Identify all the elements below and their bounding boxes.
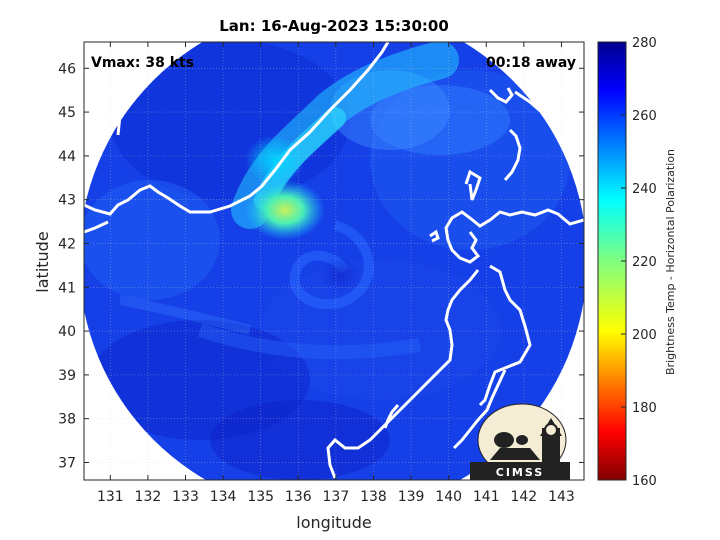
colorbar-tick-label: 260 [632, 109, 657, 124]
x-tick-label: 141 [473, 489, 500, 505]
x-tick-label: 142 [510, 489, 537, 505]
colorbar-tick-label: 200 [632, 328, 657, 343]
colorbar-tick-label: 280 [632, 36, 657, 51]
x-axis-ticks: 131 132 133 134 135 136 137 138 139 140 141 142 143 [97, 42, 575, 505]
y-tick-label: 46 [58, 61, 76, 77]
x-tick-label: 131 [97, 489, 124, 505]
x-tick-label: 133 [172, 489, 199, 505]
y-tick-label: 43 [58, 193, 76, 209]
colorbar-tick-label: 180 [632, 401, 657, 416]
brightness-temp-swath [84, 42, 584, 480]
y-tick-label: 38 [58, 412, 76, 428]
grid [84, 42, 584, 480]
y-tick-label: 45 [58, 105, 76, 121]
cimss-logo: CIMSS [470, 403, 570, 480]
y-tick-label: 39 [58, 368, 76, 384]
coastlines [84, 42, 584, 479]
x-axis-label: longitude [296, 513, 371, 532]
x-tick-label: 137 [323, 489, 350, 505]
x-tick-label: 132 [135, 489, 162, 505]
vmax-annotation: Vmax: 38 kts [91, 55, 194, 71]
y-tick-label: 41 [58, 280, 76, 296]
x-tick-label: 134 [210, 489, 237, 505]
x-tick-label: 135 [247, 489, 274, 505]
y-tick-label: 44 [58, 149, 76, 165]
x-tick-label: 138 [360, 489, 387, 505]
y-tick-label: 42 [58, 236, 76, 252]
colorbar-tick-label: 240 [632, 182, 657, 197]
x-tick-label: 143 [548, 489, 575, 505]
y-axis-ticks: 37 38 39 40 41 42 43 44 45 46 [58, 61, 584, 471]
x-tick-label: 136 [285, 489, 312, 505]
x-tick-label: 139 [398, 489, 425, 505]
logo-text: CIMSS [496, 466, 544, 479]
colorbar-tick-label: 160 [632, 474, 657, 489]
colorbar-tick-label: 220 [632, 255, 657, 270]
y-tick-label: 40 [58, 324, 76, 340]
colorbar-ticks: 160 180 200 220 240 260 280 [621, 36, 657, 489]
colorbar-label: Brightness Temp - Horizontal Polarizatio… [664, 149, 677, 375]
time-offset-annotation: 00:18 away [486, 55, 576, 71]
y-tick-label: 37 [58, 455, 76, 471]
axes-frame [83, 41, 585, 481]
y-axis-label: latitude [33, 231, 52, 292]
x-tick-label: 140 [435, 489, 462, 505]
chart-title: Lan: 16-Aug-2023 15:30:00 [219, 17, 449, 35]
